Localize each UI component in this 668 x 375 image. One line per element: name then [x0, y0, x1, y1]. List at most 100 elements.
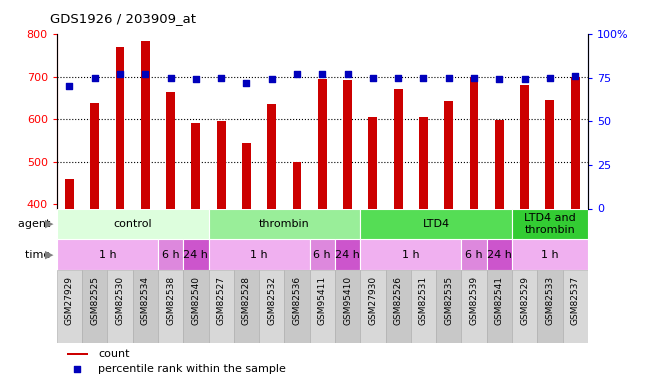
Text: 6 h: 6 h — [465, 250, 483, 259]
Bar — [360, 270, 385, 343]
Bar — [183, 270, 208, 343]
Text: GSM82525: GSM82525 — [90, 276, 100, 325]
Point — [317, 71, 328, 77]
Text: 24 h: 24 h — [487, 250, 512, 259]
Point — [494, 76, 505, 82]
Bar — [208, 239, 310, 270]
Bar — [546, 100, 554, 208]
Bar — [335, 239, 360, 270]
Bar — [369, 117, 377, 208]
Point — [393, 75, 403, 81]
Bar — [411, 270, 436, 343]
Bar — [462, 239, 487, 270]
Text: GSM82526: GSM82526 — [393, 276, 403, 325]
Text: 6 h: 6 h — [313, 250, 331, 259]
Text: GSM82539: GSM82539 — [470, 276, 478, 325]
Bar — [293, 162, 301, 209]
Text: GSM27929: GSM27929 — [65, 276, 74, 325]
Text: 1 h: 1 h — [402, 250, 420, 259]
Bar — [259, 270, 285, 343]
Bar — [90, 103, 99, 209]
Text: 24 h: 24 h — [335, 250, 360, 259]
Text: 1 h: 1 h — [250, 250, 268, 259]
Bar — [462, 270, 487, 343]
Bar — [393, 89, 403, 209]
Bar — [183, 239, 208, 270]
Text: 1 h: 1 h — [541, 250, 558, 259]
Point — [90, 75, 100, 81]
Bar — [512, 270, 537, 343]
Point — [367, 75, 378, 81]
Text: LTD4 and
thrombin: LTD4 and thrombin — [524, 213, 576, 235]
Text: agent: agent — [17, 219, 53, 229]
Bar — [166, 92, 175, 208]
Text: 1 h: 1 h — [99, 250, 116, 259]
Text: GSM82541: GSM82541 — [495, 276, 504, 325]
Text: GSM82532: GSM82532 — [267, 276, 277, 325]
Text: percentile rank within the sample: percentile rank within the sample — [98, 364, 287, 374]
Bar — [360, 239, 462, 270]
Bar — [436, 270, 462, 343]
Bar — [192, 123, 200, 208]
Text: GSM95411: GSM95411 — [318, 276, 327, 325]
Text: thrombin: thrombin — [259, 219, 310, 229]
Text: 24 h: 24 h — [184, 250, 208, 259]
Point — [241, 80, 252, 86]
Bar — [158, 270, 183, 343]
Text: GSM82538: GSM82538 — [166, 276, 175, 325]
Bar — [537, 270, 562, 343]
Bar — [57, 209, 208, 239]
Point — [342, 71, 353, 77]
Bar — [285, 270, 310, 343]
Bar — [267, 104, 276, 209]
Bar — [234, 270, 259, 343]
Bar — [116, 47, 124, 209]
Point — [544, 75, 555, 81]
Text: GSM82528: GSM82528 — [242, 276, 251, 325]
Bar — [444, 101, 453, 208]
Bar — [335, 270, 360, 343]
Text: count: count — [98, 349, 130, 359]
Bar — [512, 239, 588, 270]
Text: GSM82527: GSM82527 — [216, 276, 226, 325]
Text: 6 h: 6 h — [162, 250, 180, 259]
Point — [64, 84, 75, 90]
Bar — [419, 117, 428, 208]
Point — [216, 75, 226, 81]
Bar — [158, 239, 183, 270]
Text: time: time — [25, 250, 53, 259]
Point — [140, 71, 151, 77]
Bar — [65, 179, 74, 209]
Bar — [133, 270, 158, 343]
Point — [444, 75, 454, 81]
Text: GSM82536: GSM82536 — [293, 276, 301, 325]
Bar — [360, 209, 512, 239]
Bar — [141, 40, 150, 209]
Bar — [343, 80, 352, 209]
Bar — [470, 76, 478, 209]
Bar — [208, 270, 234, 343]
Text: GSM82534: GSM82534 — [141, 276, 150, 325]
Point — [570, 73, 580, 79]
Bar — [487, 239, 512, 270]
Text: GSM95410: GSM95410 — [343, 276, 352, 325]
Bar — [216, 122, 226, 208]
Bar — [310, 270, 335, 343]
Point — [115, 71, 126, 77]
Text: GSM82530: GSM82530 — [116, 276, 124, 325]
Bar — [385, 270, 411, 343]
Text: GSM82533: GSM82533 — [545, 276, 554, 325]
Bar — [318, 79, 327, 209]
Bar — [67, 353, 88, 355]
Bar — [82, 270, 108, 343]
Bar — [310, 239, 335, 270]
Bar — [242, 142, 251, 208]
Text: GSM82531: GSM82531 — [419, 276, 428, 325]
Point — [469, 75, 480, 81]
Point — [190, 76, 201, 82]
Point — [418, 75, 429, 81]
Bar — [570, 76, 580, 209]
Bar — [57, 239, 158, 270]
Point — [519, 76, 530, 82]
Bar — [512, 209, 588, 239]
